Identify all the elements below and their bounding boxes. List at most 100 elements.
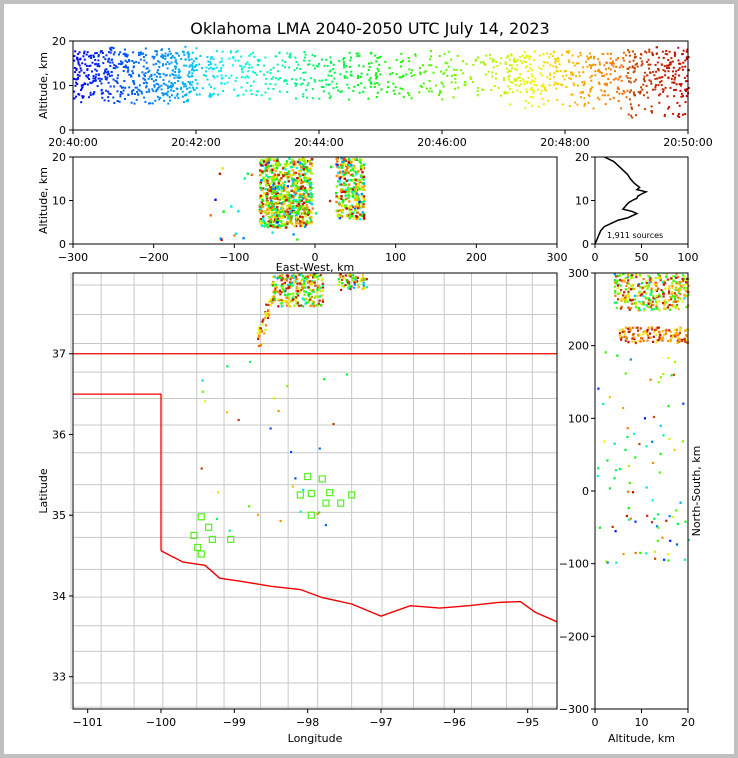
north-south-point [686,335,689,338]
altitude-time-point [80,101,83,104]
altitude-time-point [138,89,141,92]
north-south-point [678,332,681,335]
altitude-time-point [684,101,687,104]
altitude-time-point [565,51,568,54]
altitude-time-point [578,71,581,74]
altitude-time-point [177,97,180,100]
north-south-point [685,306,688,309]
north-south-point [634,303,637,306]
altitude-time-point [107,81,110,84]
altitude-time-point [92,93,95,96]
north-south-point [637,307,641,310]
north-south-point [650,289,653,292]
altitude-time-point [526,80,529,83]
altitude-time-point [666,53,669,56]
altitude-time-point [401,88,404,91]
altitude-time-point [668,50,671,53]
north-south-point [661,330,664,333]
altitude-time-point [429,87,432,90]
north-south-point [672,279,675,282]
east-west-point [276,197,280,200]
plan-view-point [296,292,299,296]
altitude-time-point [610,63,613,66]
altitude-time-point [667,107,670,110]
altitude-time-point [89,64,92,67]
altitude-time-point [548,84,551,87]
east-west-point [295,184,298,188]
plan-view-point [281,304,284,308]
altitude-time-point [661,63,663,66]
altitude-time-point [269,83,272,86]
plan-view-point [215,517,218,521]
east-west-point [358,179,362,182]
north-south-point [627,518,631,521]
east-west-point [274,190,277,193]
altitude-time-point [135,60,138,63]
north-south-point [608,396,611,399]
north-south-point [665,273,668,276]
plan-view-point [307,276,310,279]
altitude-time-point [634,67,636,70]
altitude-time-point [553,76,555,79]
plan-view-point [293,304,296,307]
east-west-point [343,190,347,193]
altitude-time-point [172,83,174,86]
north-south-point [679,297,682,301]
north-south-point [642,333,645,336]
altitude-time-point [649,71,652,74]
plan-view-point [295,285,298,288]
east-west-point [272,205,276,208]
altitude-time-point [140,90,143,93]
altitude-time-point [104,69,107,72]
east-west-point [308,199,312,202]
altitude-time-point [81,62,84,65]
altitude-time-point [617,100,620,103]
altitude-time-point [311,54,314,57]
east-west-point [267,175,270,179]
east-west-point [272,191,275,194]
north-south-point [602,402,605,405]
altitude-time-point [138,84,141,87]
altitude-time-point [616,87,619,90]
altitude-time-point [263,73,265,76]
altitude-time-point [568,77,571,80]
plan-view-point [364,286,367,289]
altitude-time-point [648,48,651,51]
plan-view-point [265,303,268,306]
altitude-time-point [542,83,545,86]
plan-view-point [361,279,364,282]
north-south-point [617,292,620,295]
east-west-point [275,208,278,211]
altitude-time-point [307,63,309,66]
altitude-time-point [662,90,665,93]
altitude-time-point [641,88,644,91]
altitude-time-point [246,61,249,64]
altitude-time-point [511,67,513,70]
plan-view-point [217,491,220,494]
east-west-point [282,185,286,188]
altitude-time-point [228,57,231,60]
altitude-time-point [666,67,668,70]
plan-view-xtick-label: −97 [369,716,392,729]
east-west-point [341,170,345,173]
east-west-point [296,238,299,241]
altitude-time-point [590,55,592,58]
east-west-point [285,187,288,190]
north-south-point [655,282,658,285]
altitude-time-point [328,97,331,99]
altitude-time-point [410,97,413,100]
altitude-time-point [159,96,162,99]
altitude-time-point [579,51,582,54]
altitude-time-point [164,74,167,77]
lma-station-marker [194,543,202,552]
north-south-point [652,340,655,343]
north-south-point [680,339,683,342]
east-west-point [270,188,273,191]
plan-view-point [289,276,292,279]
plan-view-point [287,293,290,296]
north-south-point [678,290,681,293]
altitude-time-point [183,64,186,67]
altitude-time-point [682,49,685,52]
altitude-time-point [105,89,108,92]
altitude-time-point [670,57,673,60]
